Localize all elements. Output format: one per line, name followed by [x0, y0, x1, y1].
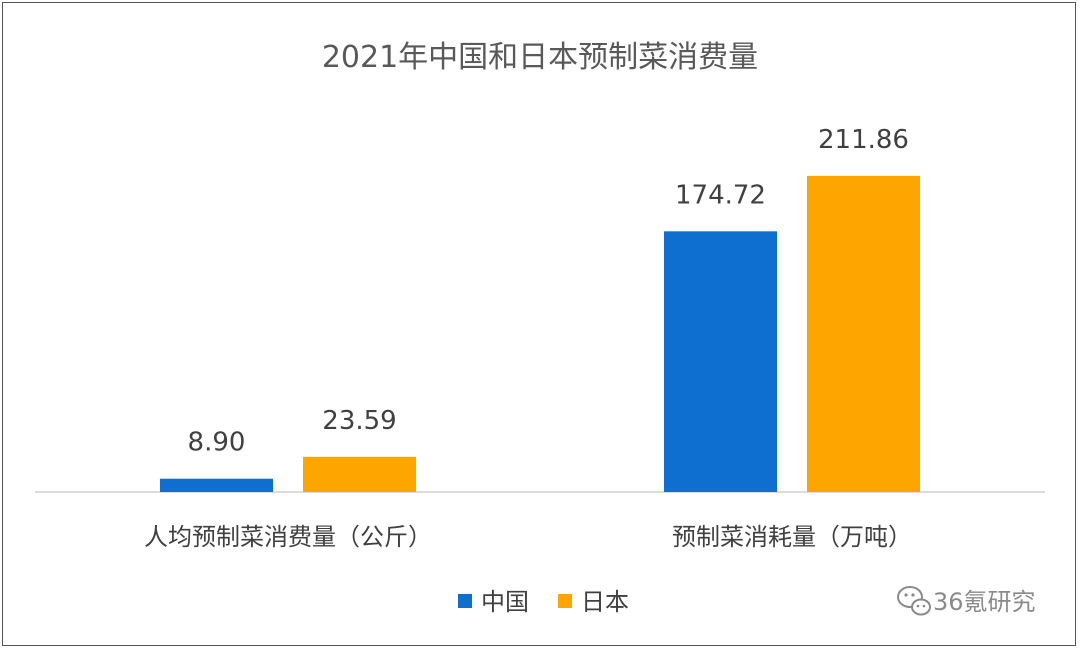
data-label-china-0: 8.90 [188, 428, 246, 458]
data-label-china-1: 174.72 [675, 180, 766, 210]
category-label-per-capita: 人均预制菜消费量（公斤） [144, 523, 432, 551]
watermark-text: 36氪研究 [933, 588, 1036, 616]
data-label-japan-1: 211.86 [818, 125, 909, 155]
wechat-icon [897, 586, 931, 616]
category-label-total: 预制菜消耗量（万吨） [672, 523, 912, 551]
legend: 中国 日本 [458, 588, 629, 616]
data-label-japan-0: 23.59 [322, 406, 396, 436]
bar-japan-1 [807, 175, 920, 492]
bar-china-1 [664, 231, 777, 493]
bar-japan-0 [303, 456, 416, 492]
data-labels-group: 8.90 174.72 23.59 211.86 [188, 125, 909, 458]
legend-label-china: 中国 [481, 588, 529, 616]
bars-group [160, 175, 920, 493]
watermark: 36氪研究 [897, 586, 1036, 616]
legend-swatch-japan [558, 594, 572, 608]
legend-label-japan: 日本 [581, 588, 629, 616]
bar-china-0 [160, 478, 273, 492]
chart-title: 2021年中国和日本预制菜消费量 [322, 40, 758, 75]
legend-swatch-china [458, 594, 472, 608]
